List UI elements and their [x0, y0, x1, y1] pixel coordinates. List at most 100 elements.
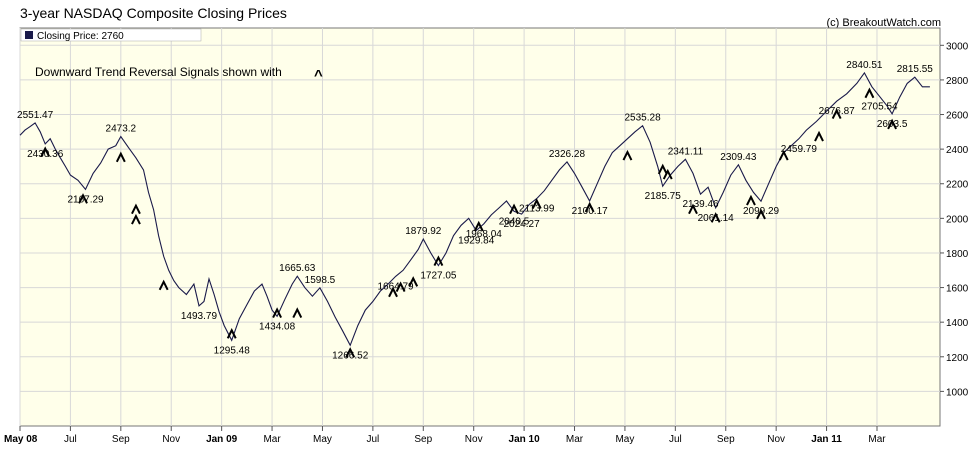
x-tick-label: Jan 10 — [509, 434, 541, 445]
value-label: 2113.99 — [519, 204, 555, 215]
grid — [19, 28, 940, 426]
signal-marker — [292, 307, 303, 318]
legend-label: Closing Price: 2760 — [37, 31, 124, 42]
y-tick-label: 1200 — [946, 353, 969, 364]
value-label: 1295.48 — [214, 345, 251, 356]
signal-marker — [395, 281, 406, 293]
chart-title: 3-year NASDAQ Composite Closing Prices — [20, 5, 287, 21]
y-tick-label: 2600 — [946, 111, 969, 122]
signal-marker — [814, 130, 824, 142]
value-label: 2341.11 — [668, 146, 704, 157]
value-label: 2185.75 — [645, 191, 682, 202]
value-label: 2676.87 — [819, 106, 856, 117]
y-tick-label: 2800 — [946, 76, 969, 87]
value-label: 1493.79 — [181, 311, 218, 322]
signal-marker — [657, 163, 668, 175]
series-group — [19, 71, 930, 347]
signal-marker — [131, 213, 141, 225]
x-tick-label: Sep — [717, 434, 735, 445]
signal-marker — [688, 203, 698, 215]
signal-marker — [345, 347, 356, 358]
signal-marker — [509, 203, 519, 215]
x-tick-label: Nov — [465, 434, 483, 445]
x-tick-label: Jul — [366, 434, 379, 445]
value-label: 2040.5 — [499, 216, 530, 227]
value-label: 1434.08 — [259, 321, 296, 332]
signal-marker — [756, 208, 766, 220]
signal-marker — [78, 193, 88, 204]
value-label: 2815.55 — [897, 64, 934, 75]
x-tick-label: Sep — [112, 434, 130, 445]
value-label: 2100.17 — [572, 206, 609, 217]
value-label: 1266.52 — [332, 350, 369, 361]
y-axis: 1000 1200 1400 1600 1800 2000 2200 2400 2600 2800… — [940, 41, 969, 398]
value-label: 1664.79 — [377, 281, 414, 292]
annotation-text: Downward Trend Reversal Signals shown wi… — [35, 65, 282, 79]
x-tick-label: May — [313, 434, 332, 445]
y-tick-label: 1400 — [946, 318, 969, 329]
value-label: 1727.05 — [420, 271, 457, 282]
x-tick-label: Mar — [566, 434, 584, 445]
signal-marker — [115, 151, 126, 163]
value-label: 2473.2 — [106, 123, 137, 134]
signal-marker — [662, 168, 673, 180]
value-label: 2024.27 — [504, 219, 541, 230]
y-tick-label: 3000 — [946, 41, 969, 52]
value-label: 2535.28 — [624, 113, 661, 124]
value-label: 1929.84 — [458, 235, 495, 246]
y-tick-label: 1800 — [946, 249, 969, 260]
x-tick-label: Jan 09 — [206, 434, 238, 445]
x-tick-label: Nov — [767, 434, 785, 445]
value-label: 2167.29 — [67, 194, 104, 205]
signal-marker — [778, 149, 789, 161]
x-tick-label: Sep — [414, 434, 432, 445]
signal-marker — [831, 108, 842, 119]
value-label: 2551.47 — [17, 110, 54, 121]
value-label: 1879.92 — [405, 226, 442, 237]
value-label: 2459.79 — [781, 144, 818, 155]
credit-text: (c) BreakoutWatch.com — [826, 17, 941, 29]
x-tick-label: Jul — [669, 434, 682, 445]
signal-marker — [864, 87, 875, 99]
value-label: 2840.51 — [846, 60, 883, 71]
signal-marker — [40, 146, 51, 158]
value-labels-group: 2551.47 2430.36 2167.29 2473.2 1493.79 1295.4… — [17, 60, 933, 361]
signal-marker — [622, 149, 633, 161]
signal-marker — [473, 220, 484, 232]
signal-marker — [272, 307, 282, 318]
x-tick-label: May — [615, 434, 634, 445]
series-line — [19, 71, 930, 347]
value-label: 2603.5 — [877, 119, 908, 130]
legend-box — [20, 28, 202, 42]
signal-marker — [584, 201, 595, 213]
signal-marker — [710, 212, 721, 223]
annotation-signal-glyph: ^ — [314, 67, 323, 84]
signal-marker — [531, 198, 542, 209]
x-tick-label: May 08 — [4, 434, 38, 445]
signal-marker — [226, 328, 237, 339]
value-label: 2705.54 — [861, 101, 898, 112]
value-label: 1968.04 — [466, 229, 503, 240]
value-label: 1665.63 — [279, 263, 316, 274]
x-axis: May 08 Jul Sep Nov Jan 09 Mar May Jul Sep Nov Jan … — [4, 426, 886, 445]
x-tick-label: Nov — [162, 434, 180, 445]
y-tick-label: 2400 — [946, 145, 969, 156]
signal-marker — [131, 203, 141, 215]
y-tick-label: 2200 — [946, 180, 969, 191]
x-tick-label: Mar — [868, 434, 886, 445]
value-label: 2099.29 — [743, 206, 780, 217]
signal-marker — [158, 279, 169, 291]
value-label: 2430.36 — [27, 149, 64, 160]
legend-swatch — [25, 31, 33, 39]
y-tick-label: 2000 — [946, 214, 969, 225]
signal-marker — [433, 255, 444, 267]
value-label: 2061.14 — [698, 213, 735, 224]
signals-group — [40, 87, 898, 358]
x-tick-label: Jan 11 — [811, 434, 842, 445]
y-tick-label: 1600 — [946, 284, 969, 295]
value-label: 1598.5 — [305, 275, 336, 286]
y-tick-label: 1000 — [946, 387, 969, 398]
signal-marker — [746, 194, 756, 206]
value-label: 2139.46 — [682, 199, 719, 210]
